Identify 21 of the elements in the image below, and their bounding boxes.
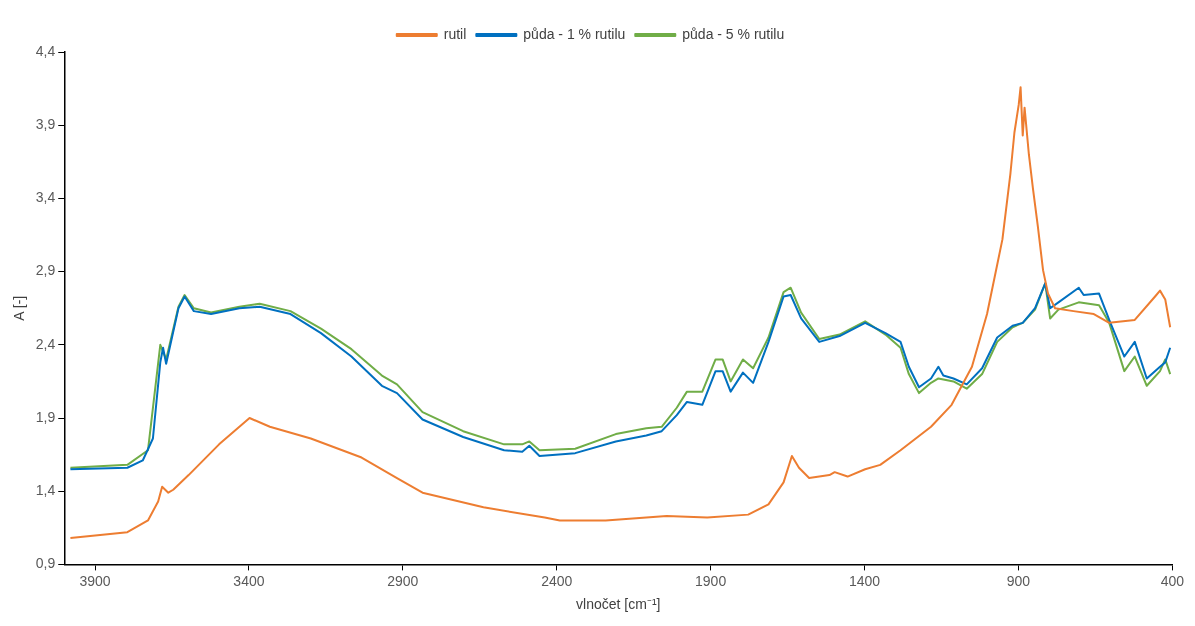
legend-label: rutil xyxy=(443,25,467,42)
legend-label: půda - 5 % rutilu xyxy=(682,25,785,42)
y-tick-label: 1,4 xyxy=(35,482,56,499)
y-tick-label: 0,9 xyxy=(35,555,56,572)
y-tick-label: 3,9 xyxy=(35,116,56,133)
x-tick-label: 2400 xyxy=(541,572,573,589)
x-tick-label: 1900 xyxy=(695,572,727,589)
x-tick-label: 2900 xyxy=(387,572,419,589)
y-tick-label: 4,4 xyxy=(35,42,56,59)
y-tick-label: 1,9 xyxy=(35,408,56,425)
x-tick-label: 3900 xyxy=(79,572,111,589)
y-tick-label: 3,4 xyxy=(35,189,56,206)
x-tick-label: 400 xyxy=(1160,572,1185,589)
x-axis-title: vlnočet [cm⁻¹] xyxy=(576,596,661,613)
y-tick-label: 2,4 xyxy=(35,335,56,352)
y-axis-title: A [-] xyxy=(11,295,28,321)
x-tick-label: 3400 xyxy=(233,572,265,589)
x-tick-label: 1400 xyxy=(848,572,881,589)
x-tick-label: 900 xyxy=(1006,572,1031,589)
y-tick-label: 2,9 xyxy=(35,262,56,279)
legend-label: půda - 1 % rutilu xyxy=(523,25,626,42)
